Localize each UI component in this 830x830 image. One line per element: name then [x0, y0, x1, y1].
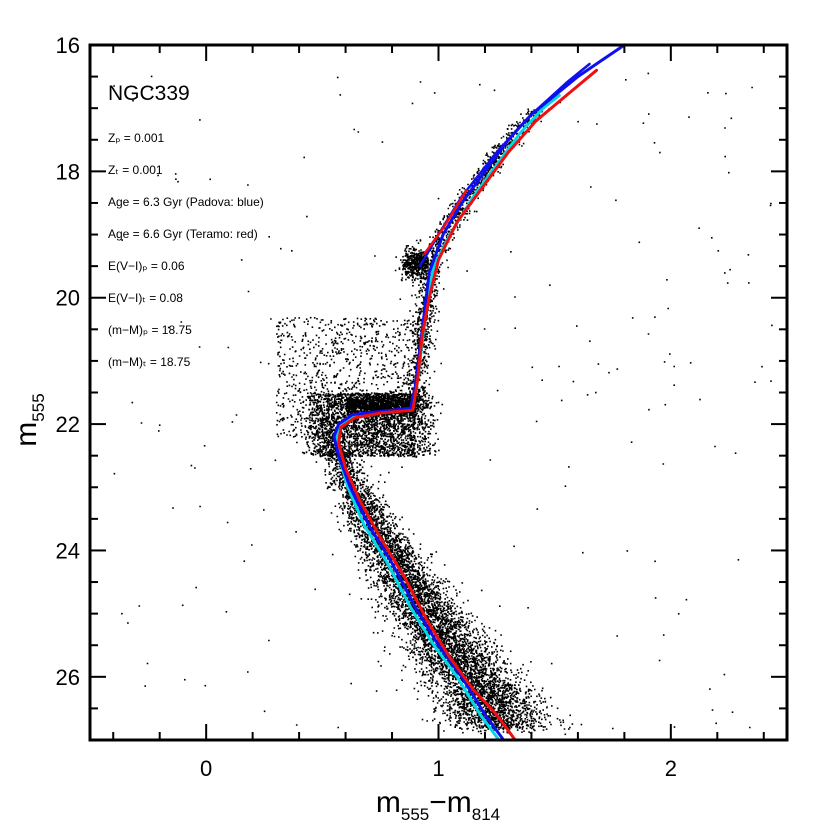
y-tick-label: 24	[56, 538, 80, 563]
y-tick-label: 16	[56, 33, 80, 58]
branch-track-2	[423, 189, 468, 255]
isochrone-curves	[332, 43, 626, 742]
annotation-8: (m−M)ₜ = 18.75	[108, 355, 191, 369]
star-scatter	[113, 72, 773, 736]
branch-track-1	[418, 62, 591, 268]
x-axis-label-m1: m	[376, 786, 401, 819]
y-tick-label: 26	[56, 665, 80, 690]
star-points	[113, 72, 773, 736]
x-tick-label: 1	[432, 756, 444, 781]
isochrone-teramo	[337, 68, 598, 742]
annotation-5: E(V−I)ₚ = 0.06	[108, 259, 185, 273]
plot-frame	[88, 43, 789, 742]
y-axis-label-sub: 555	[29, 393, 48, 421]
annotation-7: (m−M)ₚ = 18.75	[108, 323, 192, 337]
x-tick-label: 0	[200, 756, 212, 781]
annotation-2: Zₜ = 0.001	[108, 163, 163, 177]
annotation-4: Age = 6.6 Gyr (Teramo: red)	[108, 227, 258, 241]
axis-ticks: 0 1 2 16 18 20 22 24 26	[56, 33, 787, 781]
x-axis-label-sub2: 814	[472, 805, 500, 824]
y-axis-label-m: m	[10, 422, 43, 447]
y-tick-label: 20	[56, 286, 80, 311]
y-tick-label: 18	[56, 159, 80, 184]
y-tick-label: 22	[56, 412, 80, 437]
annotation-1: Zₚ = 0.001	[108, 131, 165, 145]
annotation-3: Age = 6.3 Gyr (Padova: blue)	[108, 195, 264, 209]
x-axis-label-sep: −m	[429, 786, 472, 819]
annotation-6: E(V−I)ₜ = 0.08	[108, 291, 183, 305]
x-axis-label-sub1: 555	[401, 805, 429, 824]
chart-title: NGC339	[108, 82, 190, 105]
y-axis-label: m555	[10, 393, 48, 446]
isochrone-padova	[332, 43, 626, 742]
x-tick-label: 2	[665, 756, 677, 781]
x-axis-label: m555−m814	[376, 786, 500, 824]
annotation-block: Zₚ = 0.001 Zₜ = 0.001 Age = 6.3 Gyr (Pad…	[108, 131, 264, 369]
